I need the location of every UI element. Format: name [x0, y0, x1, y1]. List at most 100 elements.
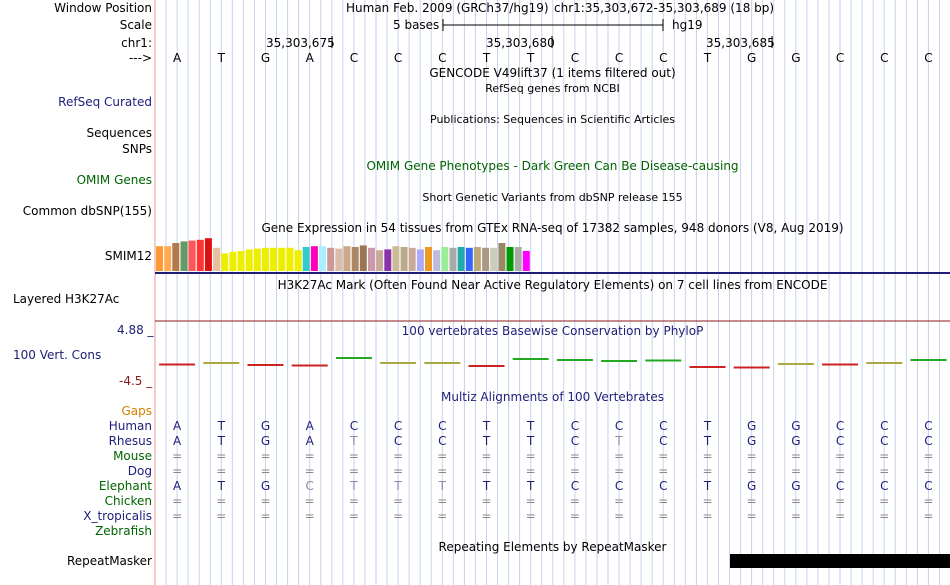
aligned-base: T	[217, 434, 225, 448]
omim-track-title[interactable]: OMIM Gene Phenotypes - Dark Green Can Be…	[366, 159, 739, 173]
aligned-base: T	[703, 479, 712, 493]
aligned-base: C	[393, 434, 403, 448]
aligned-base: =	[304, 509, 315, 523]
aligned-base: =	[437, 449, 448, 463]
repeatmasker-track-title[interactable]: Repeating Elements by RepeatMasker	[438, 540, 667, 554]
aligned-base: =	[879, 494, 890, 508]
gtex-tissue-bar	[368, 247, 375, 271]
conservation-ymin-label: -4.5 _	[119, 374, 153, 388]
aligned-base: A	[172, 434, 182, 448]
dbsnp-track-title[interactable]: Short Genetic Variants from dbSNP releas…	[422, 191, 683, 204]
aligned-base: C	[570, 434, 580, 448]
gtex-tissue-bar	[172, 243, 180, 271]
aligned-base: =	[658, 494, 669, 508]
aligned-base: =	[172, 464, 183, 478]
dbsnp-track-label[interactable]: Common dbSNP(155)	[22, 204, 152, 218]
repeatmasker-element[interactable]	[730, 554, 950, 568]
conservation-track-label[interactable]: 100 Vert. Cons	[13, 348, 102, 362]
gtex-tissue-bar	[327, 247, 335, 271]
gtex-tissue-bar	[449, 247, 457, 271]
ruler-base: C	[570, 51, 580, 65]
ruler-base: T	[482, 51, 491, 65]
refseq-track-label[interactable]: RefSeq Curated	[58, 95, 152, 109]
aligned-base: C	[924, 419, 933, 433]
aligned-base: =	[216, 449, 227, 463]
species-label[interactable]: Elephant	[98, 479, 152, 493]
aligned-base: =	[216, 509, 227, 523]
gtex-tissue-bar	[514, 247, 522, 271]
aligned-base: =	[348, 449, 359, 463]
aligned-base: T	[527, 419, 535, 433]
aligned-base: =	[260, 464, 271, 478]
gtex-tissue-bar	[457, 247, 465, 271]
ruler-base: A	[172, 51, 182, 65]
aligned-base: =	[658, 464, 669, 478]
aligned-base: =	[172, 449, 183, 463]
species-label[interactable]: Mouse	[113, 449, 152, 463]
aligned-base: =	[393, 494, 404, 508]
aligned-base: C	[880, 434, 889, 448]
aligned-base: =	[614, 464, 625, 478]
gtex-gene-label[interactable]: SMIM12	[104, 249, 152, 263]
aligned-base: =	[216, 494, 227, 508]
multiz-track-title[interactable]: Multiz Alignments of 100 Vertebrates	[440, 390, 665, 404]
aligned-base: A	[305, 419, 314, 433]
aligned-base: =	[746, 509, 757, 523]
ruler-base: G	[260, 51, 271, 65]
gtex-tissue-bar	[213, 247, 221, 271]
snps-track-label[interactable]: SNPs	[122, 142, 152, 156]
gtex-tissue-bar	[221, 253, 229, 271]
aligned-base: =	[790, 464, 801, 478]
aligned-base: =	[614, 509, 625, 523]
aligned-base: =	[481, 509, 492, 523]
aligned-base: C	[393, 419, 403, 433]
species-label[interactable]: Chicken	[104, 494, 152, 508]
species-label[interactable]: Zebrafish	[95, 524, 152, 538]
aligned-base: C	[835, 419, 845, 433]
gtex-tissue-bar	[400, 247, 408, 271]
aligned-base: C	[835, 434, 845, 448]
gtex-tissue-bar	[262, 247, 269, 271]
repeatmasker-track-label[interactable]: RepeatMasker	[66, 554, 152, 568]
aligned-base: =	[569, 494, 580, 508]
h3k27ac-track-title[interactable]: H3K27Ac Mark (Often Found Near Active Re…	[277, 278, 828, 292]
gtex-tissue-bar	[270, 247, 278, 271]
refseq-track-title[interactable]: RefSeq genes from NCBI	[485, 82, 620, 95]
aligned-base: G	[747, 479, 757, 493]
aligned-base: C	[349, 419, 359, 433]
ruler-base: C	[924, 51, 933, 65]
aligned-base: =	[658, 509, 669, 523]
h3k27ac-track-label[interactable]: Layered H3K27Ac	[13, 292, 120, 306]
aligned-base: =	[393, 449, 404, 463]
gtex-tissue-bar	[359, 245, 367, 271]
ruler-base: T	[703, 51, 712, 65]
aligned-base: A	[172, 479, 182, 493]
species-label[interactable]: X_tropicalis	[83, 509, 152, 523]
omim-track-label[interactable]: OMIM Genes	[76, 173, 152, 187]
scale-text: 5 bases	[393, 18, 440, 32]
aligned-base: =	[525, 494, 536, 508]
aligned-base: T	[217, 479, 225, 493]
aligned-base: T	[217, 419, 225, 433]
aligned-base: =	[437, 464, 448, 478]
gtex-tissue-bar	[319, 246, 326, 271]
gencode-track-title[interactable]: GENCODE V49lift37 (1 items filtered out)	[429, 66, 676, 80]
gtex-track-title[interactable]: Gene Expression in 54 tissues from GTEx …	[261, 221, 844, 235]
sequences-track-label[interactable]: Sequences	[86, 126, 152, 140]
aligned-base: =	[923, 464, 934, 478]
aligned-base: C	[659, 434, 668, 448]
conservation-track-title[interactable]: 100 vertebrates Basewise Conservation by…	[401, 324, 704, 338]
aligned-base: G	[260, 479, 271, 493]
species-label[interactable]: Dog	[127, 464, 152, 478]
sequences-track-title[interactable]: Publications: Sequences in Scientific Ar…	[430, 113, 675, 126]
aligned-base: =	[304, 494, 315, 508]
species-label[interactable]: Rhesus	[108, 434, 152, 448]
ruler-base: T	[217, 51, 225, 65]
chrom-label: chr1:	[121, 36, 152, 50]
conservation-ymax-label: 4.88 _	[117, 323, 154, 337]
aligned-base: =	[260, 449, 271, 463]
gtex-tissue-bar	[506, 247, 514, 271]
aligned-base: =	[702, 509, 713, 523]
aligned-base: =	[790, 494, 801, 508]
species-label[interactable]: Human	[108, 419, 152, 433]
